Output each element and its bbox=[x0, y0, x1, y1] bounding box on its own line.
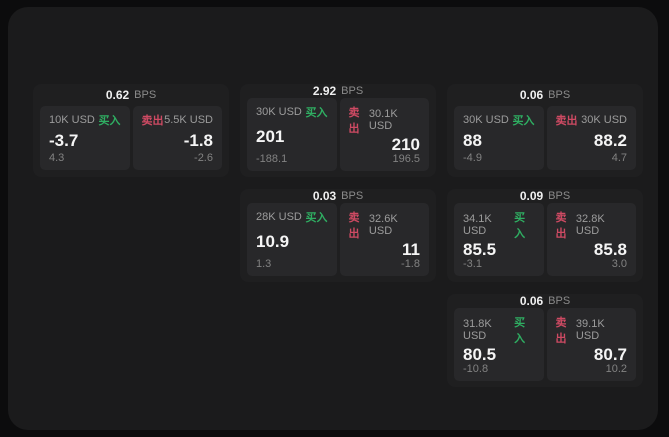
buy-change: 1.3 bbox=[256, 258, 272, 270]
quote-card: 0.03 BPS 28K USD 买入 10.9 1.3 卖出 32.6K US… bbox=[240, 189, 436, 282]
sell-tile[interactable]: 卖出 32.6K USD 11 -1.8 bbox=[339, 203, 429, 276]
buy-change: -10.8 bbox=[463, 363, 489, 375]
buy-tile[interactable]: 34.1K USD 买入 85.5 -3.1 bbox=[454, 203, 544, 276]
buy-tile[interactable]: 10K USD 买入 -3.7 4.3 bbox=[40, 106, 130, 170]
spread-header: 0.03 BPS bbox=[240, 189, 436, 203]
spread-value: 2.92 bbox=[312, 84, 337, 98]
buy-size-label: 31.8K USD bbox=[463, 318, 492, 342]
buy-change: -4.9 bbox=[463, 152, 482, 164]
buy-change: 4.3 bbox=[49, 152, 65, 164]
quote-body: 30K USD 买入 201 -188.1 卖出 30.1K USD 210 1… bbox=[240, 98, 436, 178]
quote-body: 30K USD 买入 88 -4.9 卖出 30K USD 88.2 4.7 bbox=[447, 106, 643, 177]
sell-price: -1.8 bbox=[183, 130, 213, 150]
buy-side-label: 买入 bbox=[512, 115, 535, 127]
sell-change: -1.8 bbox=[401, 258, 420, 270]
sell-tile[interactable]: 卖出 30.1K USD 210 196.5 bbox=[339, 98, 429, 171]
sell-side-label: 卖出 bbox=[348, 212, 360, 240]
quote-card-grid: 0.62 BPS 10K USD 买入 -3.7 4.3 卖出 5.5K USD bbox=[33, 84, 643, 387]
sell-side-label: 卖出 bbox=[141, 115, 164, 127]
spread-unit-label: BPS bbox=[134, 89, 157, 101]
buy-size-label: 30K USD bbox=[463, 114, 509, 126]
buy-price: 10.9 bbox=[256, 232, 290, 251]
quote-card: 0.06 BPS 31.8K USD 买入 80.5 -10.8 卖出 39.1… bbox=[447, 294, 643, 387]
buy-side-label: 买入 bbox=[514, 317, 526, 345]
buy-side-label: 买入 bbox=[305, 212, 328, 224]
buy-side-label: 买入 bbox=[98, 115, 121, 127]
buy-price: 80.5 bbox=[463, 345, 497, 364]
sell-price: 210 bbox=[391, 135, 420, 154]
buy-size-label: 30K USD bbox=[256, 106, 302, 118]
sell-price: 85.8 bbox=[593, 240, 627, 259]
sell-change: 4.7 bbox=[611, 152, 627, 164]
spread-header: 0.06 BPS bbox=[447, 294, 643, 308]
buy-tile[interactable]: 31.8K USD 买入 80.5 -10.8 bbox=[454, 308, 544, 381]
buy-size-label: 10K USD bbox=[49, 114, 95, 126]
buy-price: 85.5 bbox=[463, 240, 497, 259]
spread-value: 0.62 bbox=[105, 88, 130, 102]
sell-size-label: 5.5K USD bbox=[164, 114, 213, 126]
sell-side-label: 卖出 bbox=[555, 212, 567, 240]
sell-change: 196.5 bbox=[392, 153, 420, 165]
spread-value: 0.06 bbox=[519, 88, 544, 102]
sell-size-label: 30K USD bbox=[581, 114, 627, 126]
spread-value: 0.09 bbox=[519, 189, 544, 203]
buy-price: 88 bbox=[463, 130, 482, 150]
spread-header: 0.09 BPS bbox=[447, 189, 643, 203]
spread-unit-label: BPS bbox=[341, 190, 364, 202]
buy-change: -3.1 bbox=[463, 258, 482, 270]
spread-unit-label: BPS bbox=[341, 85, 364, 97]
quote-body: 28K USD 买入 10.9 1.3 卖出 32.6K USD 11 -1.8 bbox=[240, 203, 436, 283]
buy-tile[interactable]: 30K USD 买入 88 -4.9 bbox=[454, 106, 544, 170]
sell-price: 88.2 bbox=[593, 130, 627, 150]
buy-price: 201 bbox=[256, 127, 285, 146]
sell-size-label: 32.8K USD bbox=[575, 213, 605, 237]
spread-unit-label: BPS bbox=[548, 89, 571, 101]
spread-value: 0.03 bbox=[312, 189, 337, 203]
sell-change: 10.2 bbox=[605, 363, 627, 375]
sell-price: 11 bbox=[402, 240, 420, 259]
sell-side-label: 卖出 bbox=[348, 107, 360, 135]
sell-size-label: 39.1K USD bbox=[575, 318, 605, 342]
buy-tile[interactable]: 28K USD 买入 10.9 1.3 bbox=[247, 203, 337, 276]
sell-tile[interactable]: 卖出 32.8K USD 85.8 3.0 bbox=[546, 203, 636, 276]
sell-size-label: 30.1K USD bbox=[368, 108, 398, 132]
quote-card: 0.09 BPS 34.1K USD 买入 85.5 -3.1 卖出 32.8K… bbox=[447, 189, 643, 282]
quote-card: 0.62 BPS 10K USD 买入 -3.7 4.3 卖出 5.5K USD bbox=[33, 84, 229, 177]
buy-price: -3.7 bbox=[49, 130, 79, 150]
buy-size-label: 34.1K USD bbox=[463, 213, 492, 237]
spread-unit-label: BPS bbox=[548, 295, 571, 307]
sell-change: 3.0 bbox=[611, 258, 627, 270]
buy-side-label: 买入 bbox=[514, 212, 526, 240]
quote-body: 10K USD 买入 -3.7 4.3 卖出 5.5K USD -1.8 -2.… bbox=[33, 106, 229, 177]
quote-body: 34.1K USD 买入 85.5 -3.1 卖出 32.8K USD 85.8… bbox=[447, 203, 643, 283]
spread-header: 0.06 BPS bbox=[447, 84, 643, 106]
sell-price: 80.7 bbox=[593, 345, 627, 364]
sell-side-label: 卖出 bbox=[555, 115, 578, 127]
spread-header: 2.92 BPS bbox=[240, 84, 436, 98]
spread-unit-label: BPS bbox=[548, 190, 571, 202]
trading-panel: 0.62 BPS 10K USD 买入 -3.7 4.3 卖出 5.5K USD bbox=[8, 7, 658, 430]
spread-header: 0.62 BPS bbox=[33, 84, 229, 106]
sell-side-label: 卖出 bbox=[555, 317, 567, 345]
sell-tile[interactable]: 卖出 39.1K USD 80.7 10.2 bbox=[546, 308, 636, 381]
buy-size-label: 28K USD bbox=[256, 211, 302, 223]
quote-card: 0.06 BPS 30K USD 买入 88 -4.9 卖出 30K USD bbox=[447, 84, 643, 177]
spread-value: 0.06 bbox=[519, 294, 544, 308]
quote-card: 2.92 BPS 30K USD 买入 201 -188.1 卖出 30.1K … bbox=[240, 84, 436, 177]
quote-body: 31.8K USD 买入 80.5 -10.8 卖出 39.1K USD 80.… bbox=[447, 308, 643, 388]
buy-change: -188.1 bbox=[256, 153, 288, 165]
buy-side-label: 买入 bbox=[305, 107, 328, 119]
buy-tile[interactable]: 30K USD 买入 201 -188.1 bbox=[247, 98, 337, 171]
sell-tile[interactable]: 卖出 30K USD 88.2 4.7 bbox=[546, 106, 636, 170]
sell-tile[interactable]: 卖出 5.5K USD -1.8 -2.6 bbox=[132, 106, 222, 170]
sell-change: -2.6 bbox=[194, 152, 213, 164]
sell-size-label: 32.6K USD bbox=[368, 213, 398, 237]
